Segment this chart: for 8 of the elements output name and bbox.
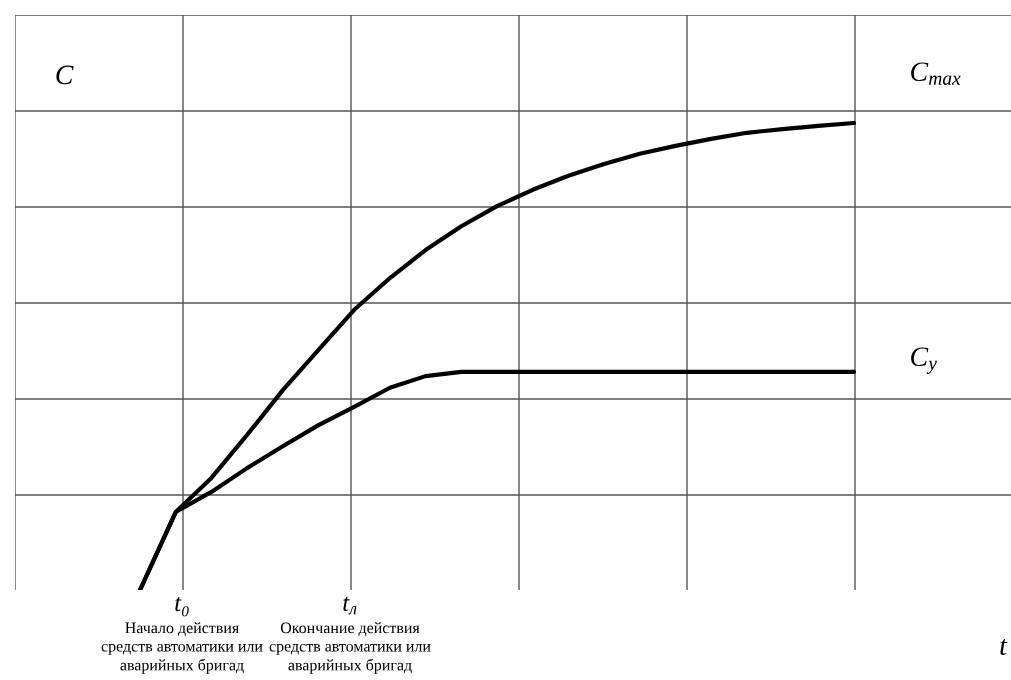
text: Окончание действия средств автоматики или аварийных бригад: [269, 622, 431, 674]
text: t$_{л}$: [343, 596, 357, 615]
text: C$_{max}$: [911, 62, 961, 85]
text: Начало действия средств автоматики или аварийных бригад: [101, 622, 263, 674]
text: C$_{y}$: [911, 347, 937, 374]
y-axis-title: C: [56, 65, 74, 85]
text: t₀: [175, 596, 189, 617]
x-axis-title: t: [1000, 639, 1008, 655]
